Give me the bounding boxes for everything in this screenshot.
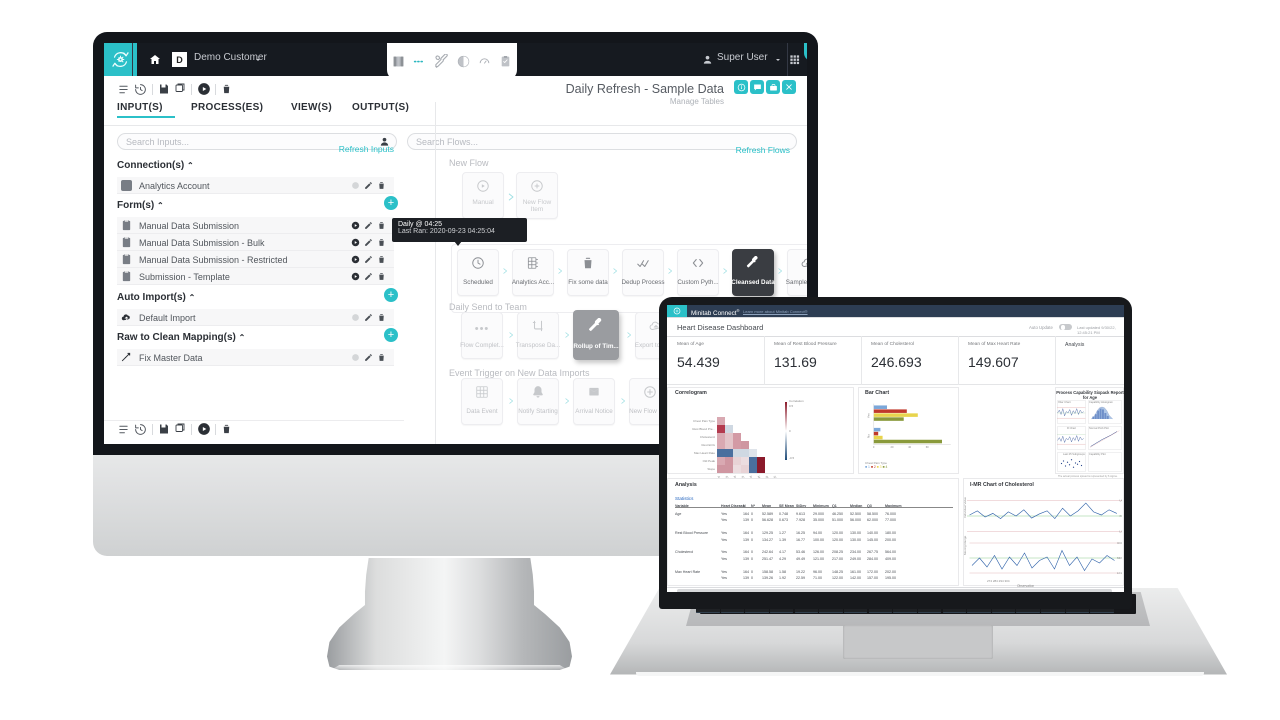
svg-text:X=246.693: X=246.693 bbox=[1119, 514, 1122, 518]
svg-text:No: No bbox=[866, 434, 870, 438]
svg-text:Yes: Yes bbox=[866, 413, 870, 418]
svg-text:LCL=127.597: LCL=127.597 bbox=[1119, 530, 1122, 534]
svg-text:60: 60 bbox=[926, 445, 929, 449]
svg-text:40: 40 bbox=[908, 445, 911, 449]
svg-text:LCL=0: LCL=0 bbox=[1117, 571, 1122, 575]
svg-text:20: 20 bbox=[891, 445, 894, 449]
svg-text:UCL=365.784: UCL=365.784 bbox=[1119, 499, 1122, 503]
svg-text:UCL=152.966: UCL=152.966 bbox=[1117, 541, 1122, 545]
svg-text:0: 0 bbox=[873, 445, 875, 449]
svg-text:MR=46.85: MR=46.85 bbox=[1117, 556, 1122, 560]
